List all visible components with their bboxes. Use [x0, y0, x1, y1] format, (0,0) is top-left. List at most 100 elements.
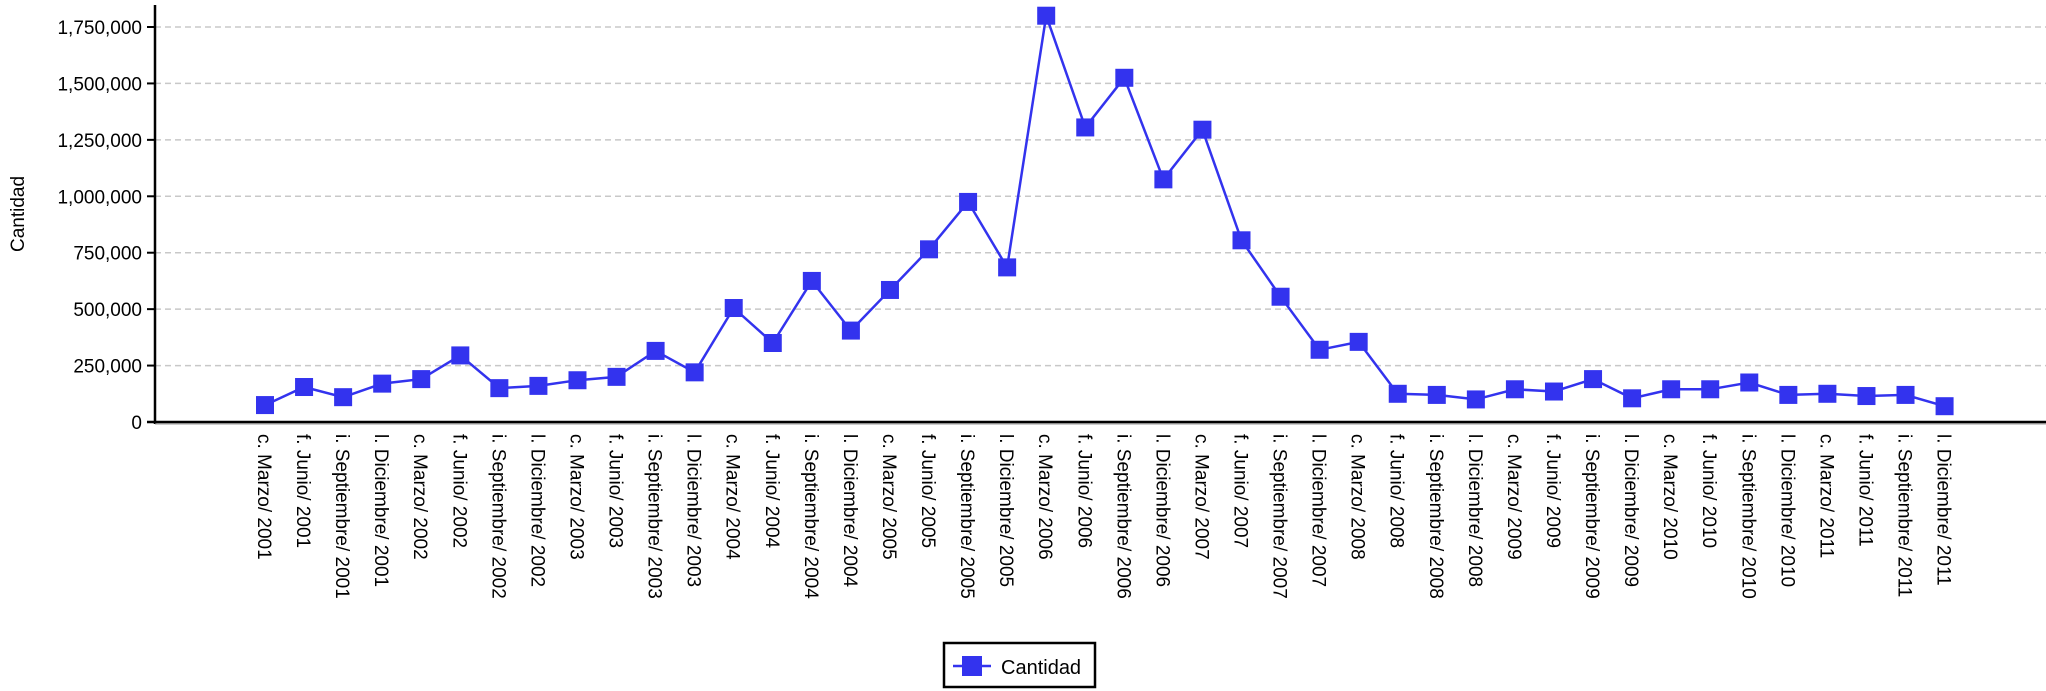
data-point [1544, 382, 1563, 401]
legend: Cantidad [942, 641, 1097, 689]
x-tick-label: c. Marzo/ 2009 [1503, 434, 1524, 560]
legend-marker [962, 656, 982, 676]
x-tick-label: l. Diciembre/ 2004 [839, 434, 860, 588]
data-point [256, 396, 274, 415]
data-point [724, 299, 743, 318]
y-tick-label: 250,000 [73, 357, 142, 378]
data-point [1701, 380, 1720, 399]
data-point [646, 341, 665, 360]
x-tick-label: f. Junio/ 2001 [292, 434, 313, 548]
x-tick-label: c. Marzo/ 2004 [722, 434, 743, 560]
data-point [1740, 373, 1759, 392]
y-axis-title: Cantidad [8, 176, 29, 252]
data-point [1349, 332, 1368, 351]
x-tick-label: c. Marzo/ 2010 [1659, 434, 1680, 560]
plot-area [256, 6, 1954, 416]
data-point [1037, 6, 1056, 25]
x-tick-label: i. Septiembre/ 2001 [331, 434, 352, 599]
data-point [1818, 384, 1837, 403]
data-point [607, 367, 626, 386]
x-tick-label: f. Junio/ 2010 [1698, 434, 1719, 548]
x-tick-label: c. Marzo/ 2008 [1347, 434, 1368, 560]
x-tick-label: c. Marzo/ 2003 [565, 434, 586, 560]
x-tick-label: c. Marzo/ 2011 [1815, 434, 1836, 558]
data-point [1857, 387, 1876, 406]
data-point [1076, 118, 1095, 137]
data-point [451, 346, 470, 365]
x-tick-label: f. Junio/ 2008 [1386, 434, 1407, 548]
data-point [1662, 380, 1681, 399]
x-tick-label: f. Junio/ 2009 [1542, 434, 1563, 548]
y-tick-label: 1,500,000 [57, 74, 142, 95]
data-point [1466, 390, 1485, 409]
x-tick-label: i. Septiembre/ 2011 [1894, 434, 1915, 597]
data-point [334, 388, 353, 407]
x-tick-label: f. Junio/ 2004 [761, 434, 782, 549]
x-tick-label: c. Marzo/ 2002 [409, 434, 430, 560]
x-tick-label: l. Diciembre/ 2002 [526, 434, 547, 587]
y-tick-label: 1,250,000 [57, 131, 142, 152]
data-point [1896, 385, 1915, 404]
x-tick-label: i. Septiembre/ 2004 [800, 434, 821, 599]
data-point [1388, 384, 1407, 403]
x-tick-label: i. Septiembre/ 2010 [1737, 434, 1758, 599]
x-tick-label: l. Diciembre/ 2006 [1151, 434, 1172, 587]
x-tick-label: i. Septiembre/ 2003 [644, 434, 665, 599]
data-point [1584, 370, 1603, 389]
x-tick-label: l. Diciembre/ 2008 [1464, 434, 1485, 587]
data-point [998, 258, 1017, 277]
data-point [880, 280, 899, 299]
x-tick-label: i. Septiembre/ 2008 [1425, 434, 1446, 599]
x-tick-label: f. Junio/ 2011 [1854, 434, 1875, 547]
data-point [763, 334, 782, 352]
data-point [1505, 380, 1524, 399]
legend-label: Cantidad [1001, 657, 1081, 679]
x-tick-label: l. Diciembre/ 2005 [995, 434, 1016, 587]
x-tick-label: l. Diciembre/ 2001 [370, 434, 391, 587]
x-tick-label: f. Junio/ 2003 [605, 434, 626, 548]
x-tick-label: i. Septiembre/ 2007 [1269, 434, 1290, 599]
x-tick-label: c. Marzo/ 2006 [1034, 434, 1055, 560]
data-point [1193, 120, 1212, 139]
data-point [295, 378, 314, 397]
data-point [1310, 340, 1329, 359]
data-point [1935, 397, 1954, 416]
x-tick-label: l. Diciembre/ 2007 [1308, 434, 1329, 587]
x-tick-label: i. Septiembre/ 2002 [487, 434, 508, 599]
data-point [529, 376, 548, 395]
data-point [1115, 68, 1134, 87]
x-tick-label: l. Diciembre/ 2009 [1620, 434, 1641, 587]
data-point [373, 374, 392, 393]
y-axis: 0 250,000 500,000 750,000 1,000,000 1,250,000… [57, 5, 157, 434]
data-point [1427, 385, 1446, 404]
data-point [959, 192, 978, 211]
x-axis: c. Marzo/ 2001 f. Junio/ 2001 i. Septiembr… [147, 420, 2046, 599]
x-tick-label: l. Diciembre/ 2010 [1776, 434, 1797, 587]
x-tick-label: f. Junio/ 2006 [1073, 434, 1094, 548]
y-tick-label: 1,750,000 [57, 18, 142, 39]
data-point [841, 321, 860, 340]
y-tick-label: 500,000 [73, 300, 142, 321]
y-tick-label: 0 [131, 413, 142, 434]
x-tick-label: l. Diciembre/ 2003 [683, 434, 704, 587]
data-point [802, 271, 821, 290]
legend-box [942, 641, 1097, 689]
data-point [1154, 170, 1173, 189]
data-point [1271, 287, 1290, 306]
x-tick-label: f. Junio/ 2007 [1230, 434, 1251, 548]
data-point [685, 363, 704, 382]
series-line [264, 15, 1945, 408]
data-point [412, 370, 431, 389]
data-point [1232, 231, 1251, 250]
gridlines [155, 26, 2046, 367]
data-point [490, 379, 509, 398]
x-tick-label: c. Marzo/ 2001 [253, 434, 274, 560]
x-tick-label: l. Diciembre/ 2011 [1933, 434, 1954, 586]
x-tick-label: c. Marzo/ 2007 [1190, 434, 1211, 560]
data-point [1779, 385, 1798, 404]
data-point [1623, 389, 1642, 408]
x-tick-label: i. Septiembre/ 2009 [1581, 434, 1602, 599]
y-tick-label: 1,000,000 [57, 187, 142, 208]
x-tick-label: i. Septiembre/ 2005 [956, 434, 977, 599]
